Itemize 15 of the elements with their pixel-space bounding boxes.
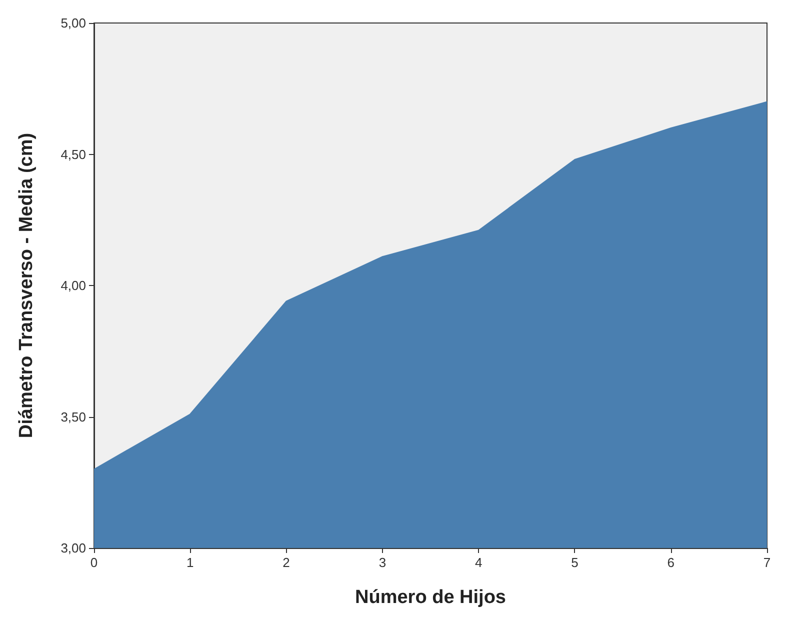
- x-tick-label: 5: [571, 555, 578, 570]
- y-axis-title: Diámetro Transverso - Media (cm): [16, 132, 37, 438]
- y-tick-label: 4,00: [60, 278, 86, 293]
- y-tick-label: 3,50: [60, 409, 86, 424]
- x-tick-label: 4: [474, 555, 482, 570]
- y-tick-label: 5,00: [60, 16, 86, 30]
- x-tick-label: 0: [90, 555, 98, 570]
- y-tick-label: 3,00: [60, 540, 86, 556]
- x-axis-title: Número de Hijos: [355, 587, 506, 608]
- x-tick-label: 6: [667, 555, 674, 570]
- x-tick-label: 3: [378, 555, 386, 570]
- x-tick-label: 2: [282, 555, 290, 570]
- x-tick-label: 7: [763, 555, 771, 570]
- y-tick-label: 4,50: [60, 146, 86, 162]
- x-tick-label: 1: [186, 555, 194, 570]
